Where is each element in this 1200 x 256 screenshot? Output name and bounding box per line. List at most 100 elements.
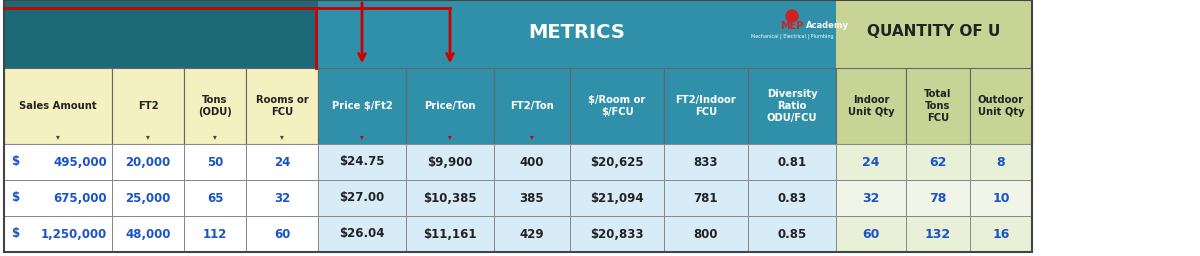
Text: 400: 400 (520, 155, 545, 168)
Text: 0.85: 0.85 (778, 228, 806, 240)
Circle shape (786, 10, 798, 22)
Text: 25,000: 25,000 (125, 191, 170, 205)
Text: $20,625: $20,625 (590, 155, 644, 168)
Text: Indoor
Unit Qty: Indoor Unit Qty (847, 95, 894, 117)
Text: $: $ (11, 191, 19, 205)
Bar (836, 0, 1032, 68)
Bar (318, 216, 406, 252)
Bar (570, 216, 664, 252)
Text: 60: 60 (863, 228, 880, 240)
Text: Tons
(ODU): Tons (ODU) (198, 95, 232, 117)
Bar (970, 180, 1032, 216)
Bar (836, 216, 906, 252)
Bar (836, 144, 906, 180)
Bar (4, 144, 112, 180)
Bar (318, 180, 406, 216)
Text: 0.81: 0.81 (778, 155, 806, 168)
Text: $11,161: $11,161 (424, 228, 476, 240)
Bar (318, 0, 836, 68)
Text: 675,000: 675,000 (53, 191, 107, 205)
Text: 385: 385 (520, 191, 545, 205)
Text: $10,385: $10,385 (424, 191, 476, 205)
Text: 833: 833 (694, 155, 719, 168)
Bar (748, 68, 836, 144)
Text: MEP: MEP (780, 21, 804, 31)
Bar (570, 180, 664, 216)
Text: $26.04: $26.04 (340, 228, 385, 240)
Text: $/Room or
$/FCU: $/Room or $/FCU (588, 95, 646, 117)
Text: FT2/Ton: FT2/Ton (510, 101, 554, 111)
Text: $20,833: $20,833 (590, 228, 643, 240)
Bar (406, 68, 494, 144)
Bar (570, 144, 664, 180)
Bar (836, 68, 906, 144)
Bar (664, 180, 748, 216)
Text: $27.00: $27.00 (340, 191, 385, 205)
Text: $9,900: $9,900 (427, 155, 473, 168)
Text: Price/Ton: Price/Ton (425, 101, 475, 111)
Text: $21,094: $21,094 (590, 191, 644, 205)
Bar (4, 0, 1032, 252)
Bar (4, 68, 112, 144)
Text: Mechanical | Electrical | Plumbing: Mechanical | Electrical | Plumbing (751, 33, 833, 39)
Bar (494, 216, 570, 252)
Bar (906, 180, 970, 216)
Text: ▾: ▾ (530, 133, 534, 142)
Text: Diversity
Ratio
ODU/FCU: Diversity Ratio ODU/FCU (767, 89, 817, 123)
Text: QUANTITY OF U: QUANTITY OF U (868, 25, 1001, 39)
Bar (906, 216, 970, 252)
Bar (318, 144, 406, 180)
Text: 32: 32 (274, 191, 290, 205)
Bar (748, 180, 836, 216)
Bar (112, 68, 184, 144)
Bar (664, 216, 748, 252)
Bar (184, 68, 246, 144)
Bar (664, 144, 748, 180)
Text: 60: 60 (274, 228, 290, 240)
Bar (184, 216, 246, 252)
Text: Outdoor
Unit Qty: Outdoor Unit Qty (978, 95, 1025, 117)
Bar (184, 180, 246, 216)
Bar (906, 68, 970, 144)
Text: $: $ (11, 155, 19, 168)
Text: 8: 8 (997, 155, 1006, 168)
Text: ▾: ▾ (280, 133, 284, 142)
Bar (970, 216, 1032, 252)
Bar (406, 180, 494, 216)
Bar (836, 180, 906, 216)
Text: 495,000: 495,000 (53, 155, 107, 168)
Bar (246, 216, 318, 252)
Bar (406, 144, 494, 180)
Bar (184, 144, 246, 180)
Text: FT2: FT2 (138, 101, 158, 111)
Text: 48,000: 48,000 (125, 228, 170, 240)
Text: 20,000: 20,000 (125, 155, 170, 168)
Text: Rooms or
FCU: Rooms or FCU (256, 95, 308, 117)
Text: Academy: Academy (806, 22, 850, 30)
Text: $24.75: $24.75 (340, 155, 385, 168)
Text: 65: 65 (206, 191, 223, 205)
Bar (246, 144, 318, 180)
Text: 1,250,000: 1,250,000 (41, 228, 107, 240)
Text: ▾: ▾ (448, 133, 452, 142)
Text: 62: 62 (929, 155, 947, 168)
Bar (4, 216, 112, 252)
Bar (112, 180, 184, 216)
Text: Total
Tons
FCU: Total Tons FCU (924, 89, 952, 123)
Text: 32: 32 (863, 191, 880, 205)
Text: 132: 132 (925, 228, 952, 240)
Text: 50: 50 (206, 155, 223, 168)
Text: 0.83: 0.83 (778, 191, 806, 205)
Text: Price $/Ft2: Price $/Ft2 (331, 101, 392, 111)
Bar (406, 216, 494, 252)
Text: METRICS: METRICS (528, 23, 625, 41)
Text: 78: 78 (929, 191, 947, 205)
Bar (4, 180, 112, 216)
Text: 781: 781 (694, 191, 719, 205)
Bar (970, 68, 1032, 144)
Bar (494, 180, 570, 216)
Bar (494, 144, 570, 180)
Bar (906, 144, 970, 180)
Bar (318, 68, 406, 144)
Bar (494, 68, 570, 144)
